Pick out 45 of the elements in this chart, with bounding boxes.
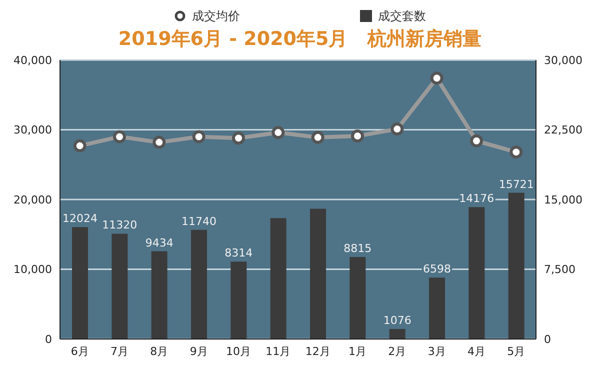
y2-tick-label: 22,500: [544, 124, 582, 137]
y2-tick-label: 30,000: [544, 54, 582, 67]
bar: [508, 192, 524, 339]
x-tick-label: 10月: [226, 344, 251, 358]
y-tick-label: 10,000: [14, 263, 52, 276]
y-tick-label: 30,000: [14, 124, 52, 137]
chart-title: 2019年6月 - 2020年5月 杭州新房销量: [117, 27, 483, 52]
y2-tick-label: 7,500: [544, 263, 576, 276]
data-label: 8314: [224, 246, 253, 260]
x-tick-label: 4月: [468, 344, 486, 358]
bar: [230, 262, 247, 339]
x-tick-label: 3月: [428, 344, 446, 358]
bar: [310, 208, 326, 339]
x-tick-label: 12月: [305, 344, 330, 358]
data-label: 8815: [344, 242, 372, 256]
data-label: 9434: [145, 236, 174, 250]
bar: [191, 230, 207, 339]
bar: [270, 218, 286, 339]
data-label: 11320: [102, 218, 138, 232]
data-label: 12024: [62, 212, 98, 226]
bar: [72, 227, 88, 339]
legend-label: 成交均价: [192, 8, 240, 24]
data-label: 11740: [182, 214, 216, 228]
x-tick-label: 9月: [190, 344, 208, 358]
legend-label: 成交套数: [378, 8, 426, 24]
bar: [429, 278, 445, 339]
x-tick-label: 1月: [348, 344, 366, 358]
y2-tick-label: 0: [544, 332, 551, 346]
x-tick-label: 11月: [266, 344, 291, 358]
data-label: 1076: [383, 314, 412, 327]
x-tick-label: 2月: [388, 344, 406, 358]
y-tick-label: 40,000: [14, 54, 52, 67]
bar: [350, 257, 366, 339]
x-tick-label: 6月: [70, 344, 89, 358]
y2-tick-label: 15,000: [544, 193, 582, 206]
bar: [389, 328, 406, 339]
x-tick-label: 8月: [150, 344, 168, 358]
x-tick-label: 5月: [507, 344, 526, 358]
bar: [151, 251, 168, 339]
y-tick-label: 20,000: [14, 193, 52, 206]
bar: [112, 234, 128, 339]
data-label: 15721: [498, 178, 534, 191]
x-tick-label: 7月: [110, 344, 128, 358]
bar: [468, 207, 485, 339]
y-tick-label: 0: [45, 332, 52, 346]
